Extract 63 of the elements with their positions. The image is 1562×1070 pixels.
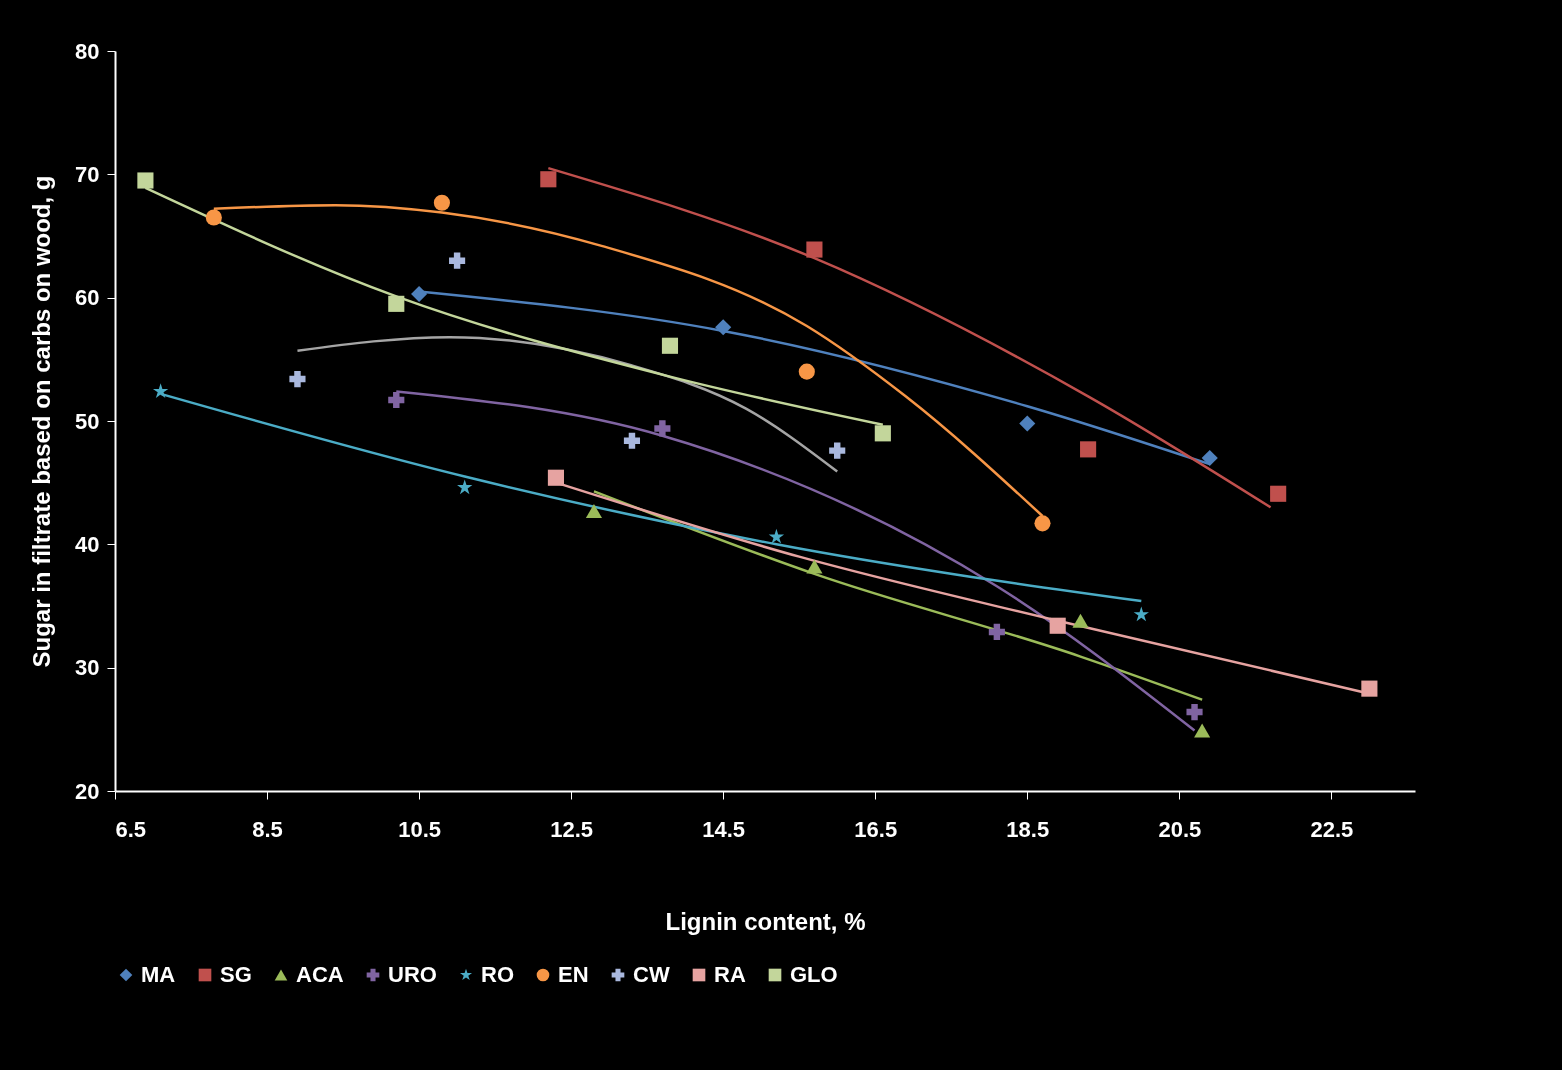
line-series [592, 490, 1204, 701]
legend-label: ACA [296, 962, 344, 987]
x-tick-label: 12.5 [550, 816, 594, 842]
point [1019, 415, 1036, 432]
point [289, 371, 306, 388]
point [829, 442, 846, 459]
point [715, 319, 732, 336]
x-tick-label: 22.5 [1310, 816, 1354, 842]
legend-label: GLO [790, 962, 838, 987]
point [433, 194, 450, 211]
legend-label: RA [714, 962, 746, 987]
point [585, 504, 603, 519]
point [388, 391, 405, 409]
point [1194, 723, 1211, 738]
point [1186, 704, 1203, 721]
x-tick-label: 10.5 [398, 816, 442, 842]
x-tick-label: 18.5 [1006, 816, 1050, 842]
y-tick-label: 20 [75, 778, 100, 804]
point [798, 363, 815, 380]
legend-label: MA [141, 962, 176, 987]
point [1080, 441, 1097, 458]
point [874, 425, 891, 442]
point [988, 623, 1005, 640]
point [388, 295, 405, 312]
point [547, 469, 564, 486]
legend-label: SG [220, 962, 252, 987]
point [1361, 680, 1378, 697]
point [623, 432, 641, 449]
point [1072, 613, 1089, 628]
point [1201, 449, 1218, 467]
point [806, 241, 823, 258]
point [768, 528, 785, 544]
y-tick-label: 40 [75, 531, 100, 557]
x-axis-title: Lignin content, % [665, 907, 866, 935]
point [654, 420, 671, 437]
y-tick-label: 50 [75, 408, 100, 434]
y-tick-label: 60 [75, 285, 100, 311]
x-tick-label: 8.5 [252, 816, 283, 842]
legend-label: CW [633, 962, 670, 987]
legend-label: RO [481, 962, 514, 987]
point [411, 285, 428, 303]
x-tick-label: 14.5 [702, 816, 746, 842]
point [806, 559, 823, 574]
point [1049, 617, 1066, 634]
point [540, 171, 557, 188]
point [661, 337, 679, 354]
point [457, 479, 473, 495]
y-tick-label: 70 [75, 161, 100, 187]
point [152, 383, 169, 398]
y-tick-label: 80 [75, 38, 100, 64]
point [1133, 606, 1149, 622]
point [449, 252, 466, 269]
point [1270, 485, 1287, 502]
x-tick-label: 6.5 [115, 816, 147, 842]
x-tick-label: 20.5 [1158, 816, 1202, 842]
y-tick-label: 30 [75, 655, 100, 681]
x-tick-label: 16.5 [854, 816, 898, 842]
y-axis-title: Sugar in filtrate based on carbs on wood, g [28, 175, 56, 668]
point [1034, 515, 1051, 532]
legend-label: EN [558, 962, 589, 987]
legend-label: URO [388, 962, 437, 987]
point [137, 172, 154, 189]
point [205, 209, 222, 226]
